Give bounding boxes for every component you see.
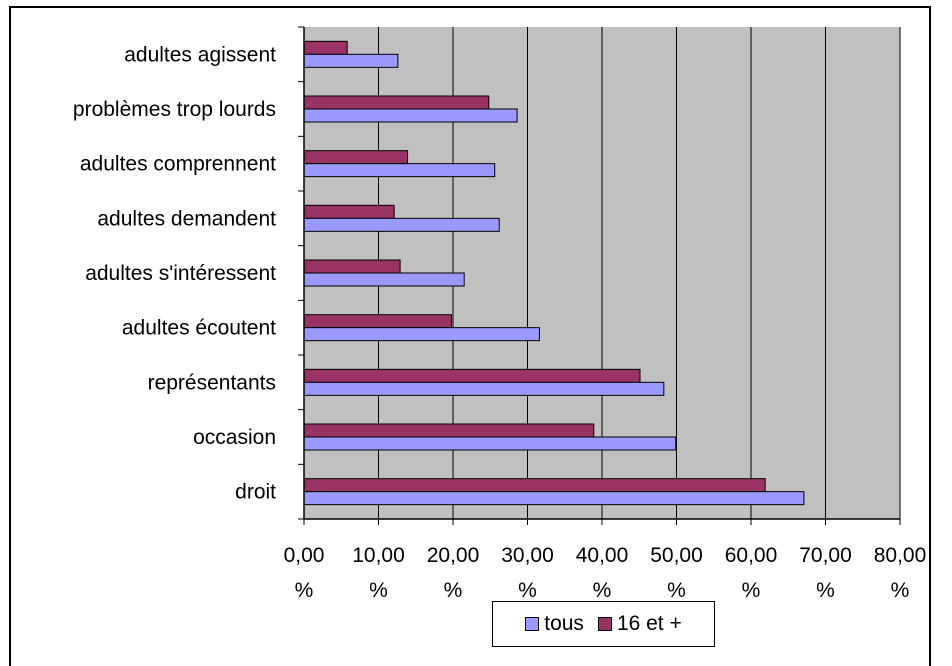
legend-label-16-et-plus: 16 et + — [616, 612, 682, 635]
x-tick-label-unit: % — [593, 579, 612, 602]
category-label: adultes agissent — [124, 43, 276, 66]
x-tick-label-unit: % — [518, 579, 537, 602]
x-tick-label: 0,00 — [284, 544, 325, 567]
legend-label-tous: tous — [544, 612, 584, 635]
legend-swatch-tous — [525, 617, 540, 631]
category-label: occasion — [193, 426, 276, 449]
bar-tous — [303, 327, 540, 342]
x-tick-label: 60,00 — [725, 544, 778, 567]
x-tick-label: 70,00 — [799, 544, 852, 567]
x-tick-label-unit: % — [444, 579, 463, 602]
bar-tous — [303, 491, 805, 506]
bar-16-et-plus — [303, 95, 490, 110]
bar-16-et-plus — [303, 423, 595, 438]
bar-16-et-plus — [303, 259, 401, 274]
category-label: adultes s'intéressent — [85, 262, 276, 285]
bar-tous — [303, 53, 399, 68]
category-label: adultes comprennent — [80, 153, 276, 176]
x-tick-label-unit: % — [816, 579, 835, 602]
x-tick-label-unit: % — [891, 579, 910, 602]
legend-item-tous: tous — [525, 612, 584, 636]
legend: tous 16 et + — [492, 601, 715, 647]
legend-swatch-16-et-plus — [597, 617, 612, 631]
bar-tous — [303, 217, 500, 232]
x-tick-label: 10,00 — [352, 544, 405, 567]
x-tick-label-unit: % — [295, 579, 314, 602]
bar-chart: adultes agissent problèmes trop lourds adu… — [73, 26, 927, 602]
category-label: représentants — [148, 371, 276, 394]
legend-item-16-et-plus: 16 et + — [597, 612, 682, 636]
bar-16-et-plus — [303, 478, 766, 493]
bar-tous — [303, 272, 465, 287]
bar-16-et-plus — [303, 40, 348, 55]
category-label: droit — [235, 481, 276, 504]
bar-16-et-plus — [303, 368, 641, 383]
x-tick-label-unit: % — [667, 579, 686, 602]
x-tick-label-unit: % — [369, 579, 388, 602]
x-tick-label: 20,00 — [427, 544, 480, 567]
bar-16-et-plus — [303, 150, 409, 165]
bar-tous — [303, 163, 496, 178]
x-tick-label: 40,00 — [576, 544, 629, 567]
category-label: problèmes trop lourds — [73, 98, 276, 121]
category-label: adultes écoutent — [122, 317, 276, 340]
bar-16-et-plus — [303, 204, 395, 219]
x-tick-label: 80,00 — [874, 544, 927, 567]
x-tick-label: 50,00 — [650, 544, 703, 567]
x-tick-label: 30,00 — [501, 544, 554, 567]
bar-tous — [303, 381, 665, 396]
bar-tous — [303, 436, 677, 451]
x-tick-label-unit: % — [742, 579, 761, 602]
bar-16-et-plus — [303, 314, 453, 329]
bar-tous — [303, 108, 518, 123]
category-label: adultes demandent — [97, 207, 276, 230]
